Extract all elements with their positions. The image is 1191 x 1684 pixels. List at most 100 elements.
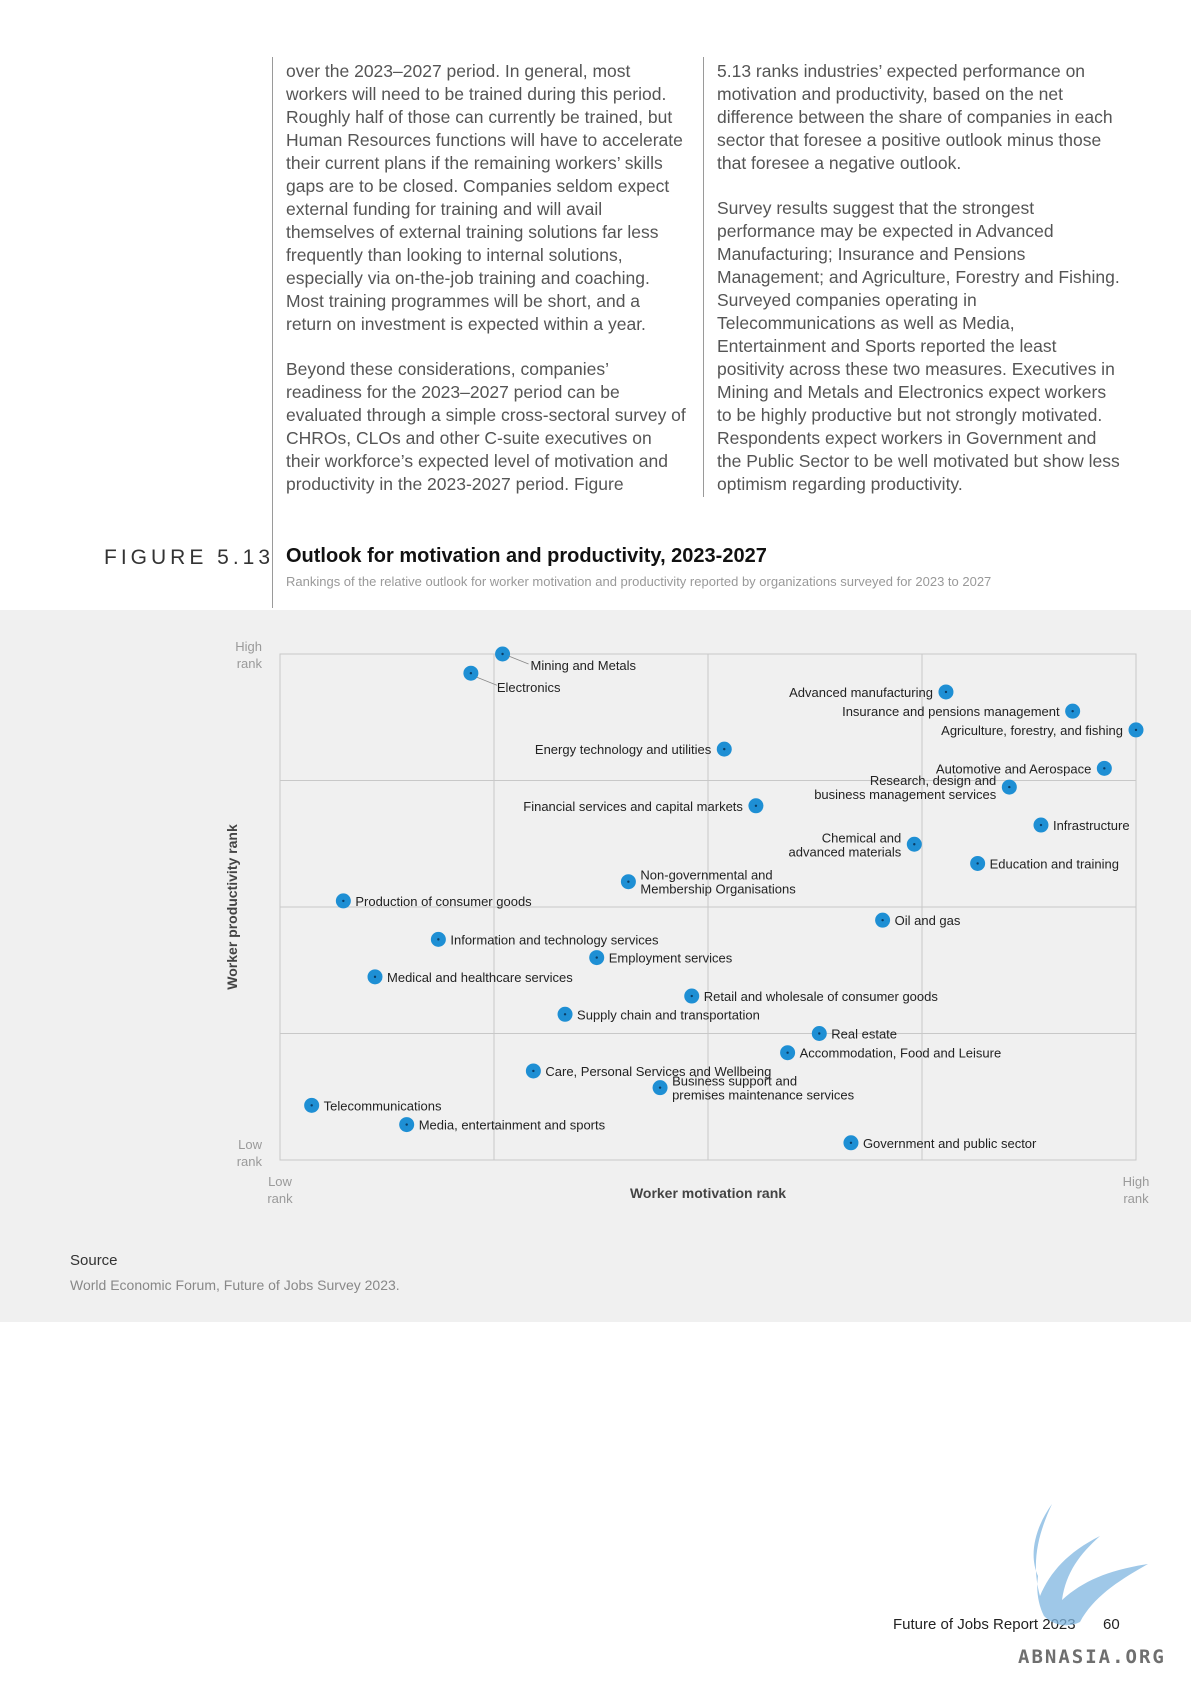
data-point-center: [563, 1013, 567, 1016]
data-point: Mining and Metals: [495, 646, 637, 673]
data-point: Electronics: [463, 665, 561, 695]
data-point: Energy technology and utilities: [535, 741, 732, 757]
data-point: Automotive and Aerospace: [936, 760, 1112, 776]
data-point: Education and training: [970, 855, 1119, 871]
data-point: Research, design and business management …: [814, 773, 1017, 802]
data-point-center: [913, 843, 916, 846]
data-point-center: [1071, 709, 1074, 713]
data-point-center: [690, 994, 693, 998]
figure-title: Outlook for motivation and productivity,…: [286, 545, 767, 567]
data-point-center: [310, 1104, 313, 1107]
data-point-label: Non-governmental and Membership Organisat…: [640, 868, 796, 897]
data-point: Telecommunications: [304, 1097, 442, 1113]
data-point-label: Research, design and business management …: [814, 773, 997, 802]
data-point: Government and public sector: [843, 1135, 1037, 1151]
chart-panel: High rank Low rank Low rank High rank Worker mot…: [0, 610, 1191, 1322]
data-point-label: Automotive and Aerospace: [936, 761, 1091, 776]
data-point: Employment services: [589, 950, 733, 966]
data-point-center: [1008, 785, 1011, 789]
figure-label: FIGURE 5.13: [104, 546, 275, 569]
leader-line: [476, 676, 498, 686]
data-point-label: Government and public sector: [863, 1136, 1037, 1151]
data-point-label: Supply chain and transportation: [577, 1007, 760, 1022]
data-point: Medical and healthcare services: [367, 969, 573, 985]
data-point-label: Accommodation, Food and Leisure: [800, 1046, 1002, 1061]
data-point-center: [532, 1069, 535, 1073]
data-point: Care, Personal Services and Wellbeing: [525, 1063, 771, 1079]
data-point-label: Financial services and capital markets: [523, 799, 743, 814]
data-point-center: [501, 652, 504, 656]
data-point-center: [342, 899, 345, 903]
body-paragraph: Survey results suggest that the stronges…: [717, 198, 1120, 494]
data-point: Financial services and capital markets: [523, 798, 764, 814]
data-point: Retail and wholesale of consumer goods: [684, 988, 939, 1004]
data-point: Chemical and advanced materials: [789, 830, 922, 859]
x-tick-high: High rank: [1123, 1174, 1150, 1206]
page-number: 60: [1103, 1616, 1120, 1633]
data-point-label: Employment services: [609, 951, 733, 966]
data-point-label: Energy technology and utilities: [535, 742, 712, 757]
data-point: Supply chain and transportation: [557, 1006, 760, 1022]
body-paragraph: 5.13 ranks industries’ expected performa…: [717, 61, 1113, 173]
data-point: Real estate: [811, 1026, 897, 1042]
data-point-label: Telecommunications: [324, 1098, 442, 1113]
data-point: Infrastructure: [1033, 817, 1130, 833]
data-point-center: [627, 880, 630, 883]
footer-report-title: Future of Jobs Report 2023: [893, 1616, 1076, 1633]
watermark-text: ABNASIA.ORG: [1018, 1646, 1166, 1668]
data-point: Oil and gas: [875, 912, 961, 928]
data-point: Business support and premises maintenance…: [652, 1074, 855, 1103]
data-point-center: [976, 862, 979, 865]
data-point: Accommodation, Food and Leisure: [780, 1045, 1001, 1061]
data-point-center: [658, 1086, 662, 1089]
data-point-center: [944, 690, 948, 694]
grid: [279, 653, 1137, 1161]
x-axis-title: Worker motivation rank: [630, 1185, 786, 1201]
data-point: Advanced manufacturing: [789, 684, 954, 700]
y-tick-high: High rank: [235, 639, 262, 671]
data-point-center: [373, 975, 377, 979]
data-point-label: Insurance and pensions management: [842, 704, 1060, 719]
data-point-label: Information and technology services: [450, 932, 659, 947]
data-point-label: Electronics: [497, 680, 561, 695]
data-point: Agriculture, forestry, and fishing: [941, 722, 1144, 738]
data-point-label: Real estate: [831, 1027, 897, 1042]
data-points: Mining and Metals Electronics Advanced man…: [304, 646, 1144, 1151]
figure-subtitle: Rankings of the relative outlook for wor…: [286, 574, 992, 589]
data-point-center: [1103, 767, 1106, 770]
data-point-center: [754, 804, 758, 807]
data-point-label: Business support and premises maintenance…: [672, 1074, 855, 1103]
data-point: Information and technology services: [430, 931, 659, 947]
body-right-column: 5.13 ranks industries’ expected performa…: [717, 60, 1122, 518]
data-point: Non-governmental and Membership Organisat…: [620, 868, 796, 897]
data-point-center: [405, 1123, 408, 1126]
data-point-center: [849, 1141, 853, 1144]
data-point-center: [1134, 728, 1138, 732]
data-point-center: [723, 747, 726, 751]
right-column-rule: [703, 57, 704, 497]
data-point: Media, entertainment and sports: [399, 1117, 606, 1133]
leader-line: [508, 655, 529, 665]
watermark-bird-icon: [1033, 1504, 1148, 1626]
data-point-center: [469, 672, 473, 675]
y-tick-low: Low rank: [237, 1137, 263, 1169]
data-point-center: [786, 1051, 789, 1054]
data-point-label: Media, entertainment and sports: [419, 1118, 606, 1133]
data-point: Insurance and pensions management: [842, 703, 1081, 719]
data-point-center: [818, 1032, 821, 1035]
data-point-center: [595, 956, 598, 959]
source-text: World Economic Forum, Future of Jobs Sur…: [70, 1277, 400, 1293]
data-point-label: Agriculture, forestry, and fishing: [941, 723, 1123, 738]
data-point-label: Retail and wholesale of consumer goods: [704, 989, 939, 1004]
data-point-center: [437, 938, 440, 941]
source-heading: Source: [70, 1252, 118, 1269]
data-point-label: Mining and Metals: [531, 658, 637, 673]
data-point-label: Production of consumer goods: [355, 894, 532, 909]
data-point-center: [1039, 823, 1043, 827]
y-axis-title: Worker productivity rank: [224, 824, 240, 990]
data-point-label: Education and training: [990, 856, 1119, 871]
left-column-rule: [272, 57, 273, 608]
data-point-label: Care, Personal Services and Wellbeing: [545, 1064, 771, 1079]
